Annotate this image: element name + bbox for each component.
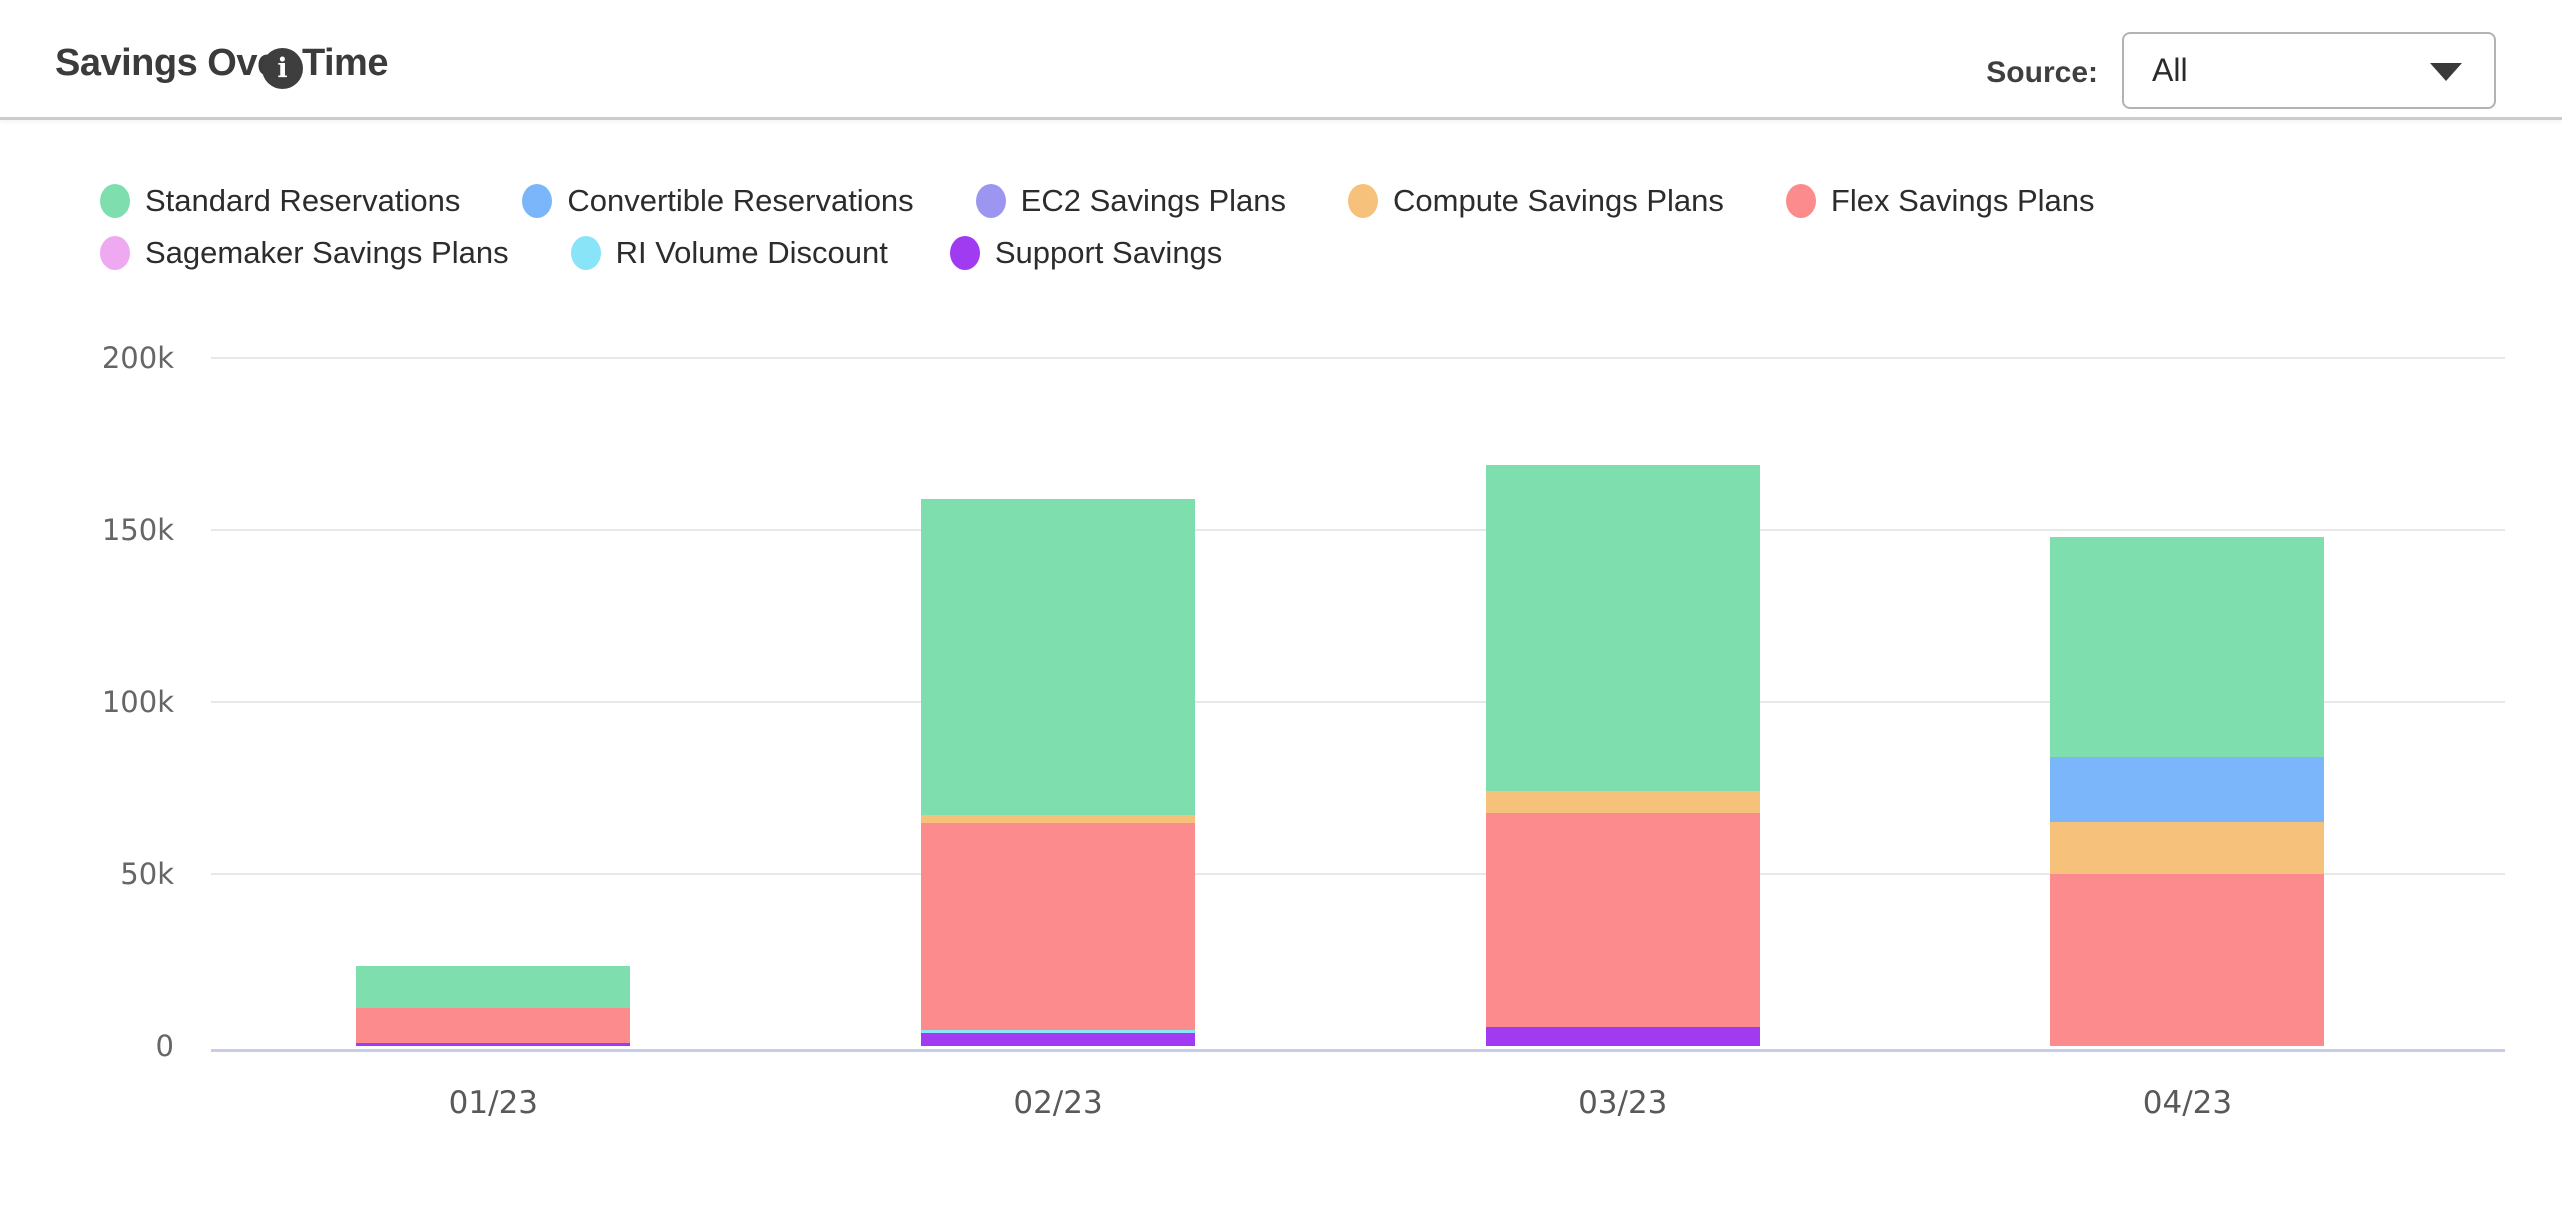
bar-segment[interactable] xyxy=(2050,874,2325,1046)
bar-segment[interactable] xyxy=(921,498,1196,815)
bar-segment[interactable] xyxy=(2050,536,2325,758)
legend-item-label: Convertible Reservations xyxy=(567,182,914,218)
bar-group xyxy=(921,498,1196,1046)
bar-segment[interactable] xyxy=(1485,790,1760,813)
bar-segment[interactable] xyxy=(921,1033,1196,1046)
bar-segment[interactable] xyxy=(921,1029,1196,1034)
bar-group xyxy=(1485,465,1760,1046)
legend-row: Standard Reservations Convertible Reserva… xyxy=(100,182,2095,219)
header-divider xyxy=(0,117,2562,120)
bar-segment[interactable] xyxy=(356,965,631,1009)
bar-segment[interactable] xyxy=(921,814,1196,823)
legend-item-label: Flex Savings Plans xyxy=(1830,182,2095,218)
bar-segment[interactable] xyxy=(921,822,1196,1030)
bar-segment[interactable] xyxy=(1485,812,1760,1028)
gridline xyxy=(211,701,2505,703)
legend-dot-icon xyxy=(570,235,601,270)
info-icon[interactable]: i xyxy=(262,48,303,89)
legend-item[interactable]: Standard Reservations xyxy=(100,183,460,219)
legend-dot-icon xyxy=(1348,183,1379,218)
legend-dot-icon xyxy=(949,235,980,270)
y-axis-label: 0 xyxy=(155,1029,174,1063)
legend-dot-icon xyxy=(100,235,130,270)
x-axis-label: 04/23 xyxy=(2142,1085,2233,1121)
source-dropdown[interactable]: All xyxy=(2122,32,2496,109)
x-axis-label: 03/23 xyxy=(1578,1085,1668,1121)
legend-item[interactable]: Support Savings xyxy=(949,234,1223,271)
bar-group xyxy=(356,965,631,1046)
legend-item-label: Support Savings xyxy=(994,234,1223,270)
caret-down-icon xyxy=(2430,63,2462,81)
source-dropdown-value: All xyxy=(2152,52,2188,88)
page-title: Savings Over Time xyxy=(55,42,388,84)
legend-dot-icon xyxy=(975,183,1006,218)
legend-item-label: EC2 Savings Plans xyxy=(1020,182,1287,218)
legend-dot-icon xyxy=(100,183,130,218)
legend-item[interactable]: Flex Savings Plans xyxy=(1785,182,2095,219)
x-axis-label: 02/23 xyxy=(1013,1085,1103,1121)
legend: Standard Reservations Convertible Reserva… xyxy=(100,182,2095,271)
x-axis-label: 01/23 xyxy=(448,1085,539,1121)
bar-segment[interactable] xyxy=(1485,465,1760,791)
legend-item[interactable]: EC2 Savings Plans xyxy=(975,182,1287,219)
bar-group xyxy=(2050,536,2325,1046)
gridline xyxy=(211,873,2505,875)
legend-item[interactable]: Compute Savings Plans xyxy=(1348,183,1724,219)
y-axis-label: 50k xyxy=(120,857,174,891)
legend-dot-icon xyxy=(522,183,553,218)
y-axis-label: 200k xyxy=(101,341,174,375)
legend-item-label: Compute Savings Plans xyxy=(1393,182,1724,218)
source-label: Source: xyxy=(1986,56,2098,89)
legend-item-label: Standard Reservations xyxy=(145,182,461,218)
x-axis-line xyxy=(211,1049,2505,1052)
bar-segment[interactable] xyxy=(356,1008,631,1043)
bar-segment[interactable] xyxy=(2050,757,2325,823)
gridline xyxy=(211,529,2505,531)
legend-dot-icon xyxy=(1785,183,1816,218)
y-axis-label: 100k xyxy=(101,685,174,719)
chart-plot xyxy=(211,357,2505,1052)
bar-segment[interactable] xyxy=(2050,822,2325,874)
legend-item[interactable]: Sagemaker Savings Plans xyxy=(100,235,509,271)
legend-row: Sagemaker Savings Plans RI Volume Discoun… xyxy=(100,234,2095,271)
gridline xyxy=(211,357,2505,359)
bar-segment[interactable] xyxy=(1485,1027,1760,1046)
bar-segment[interactable] xyxy=(356,1042,631,1046)
legend-item[interactable]: Convertible Reservations xyxy=(522,182,914,219)
legend-item-label: RI Volume Discount xyxy=(615,234,888,270)
legend-item[interactable]: RI Volume Discount xyxy=(570,234,888,271)
y-axis-label: 150k xyxy=(101,513,174,547)
legend-item-label: Sagemaker Savings Plans xyxy=(145,234,509,270)
